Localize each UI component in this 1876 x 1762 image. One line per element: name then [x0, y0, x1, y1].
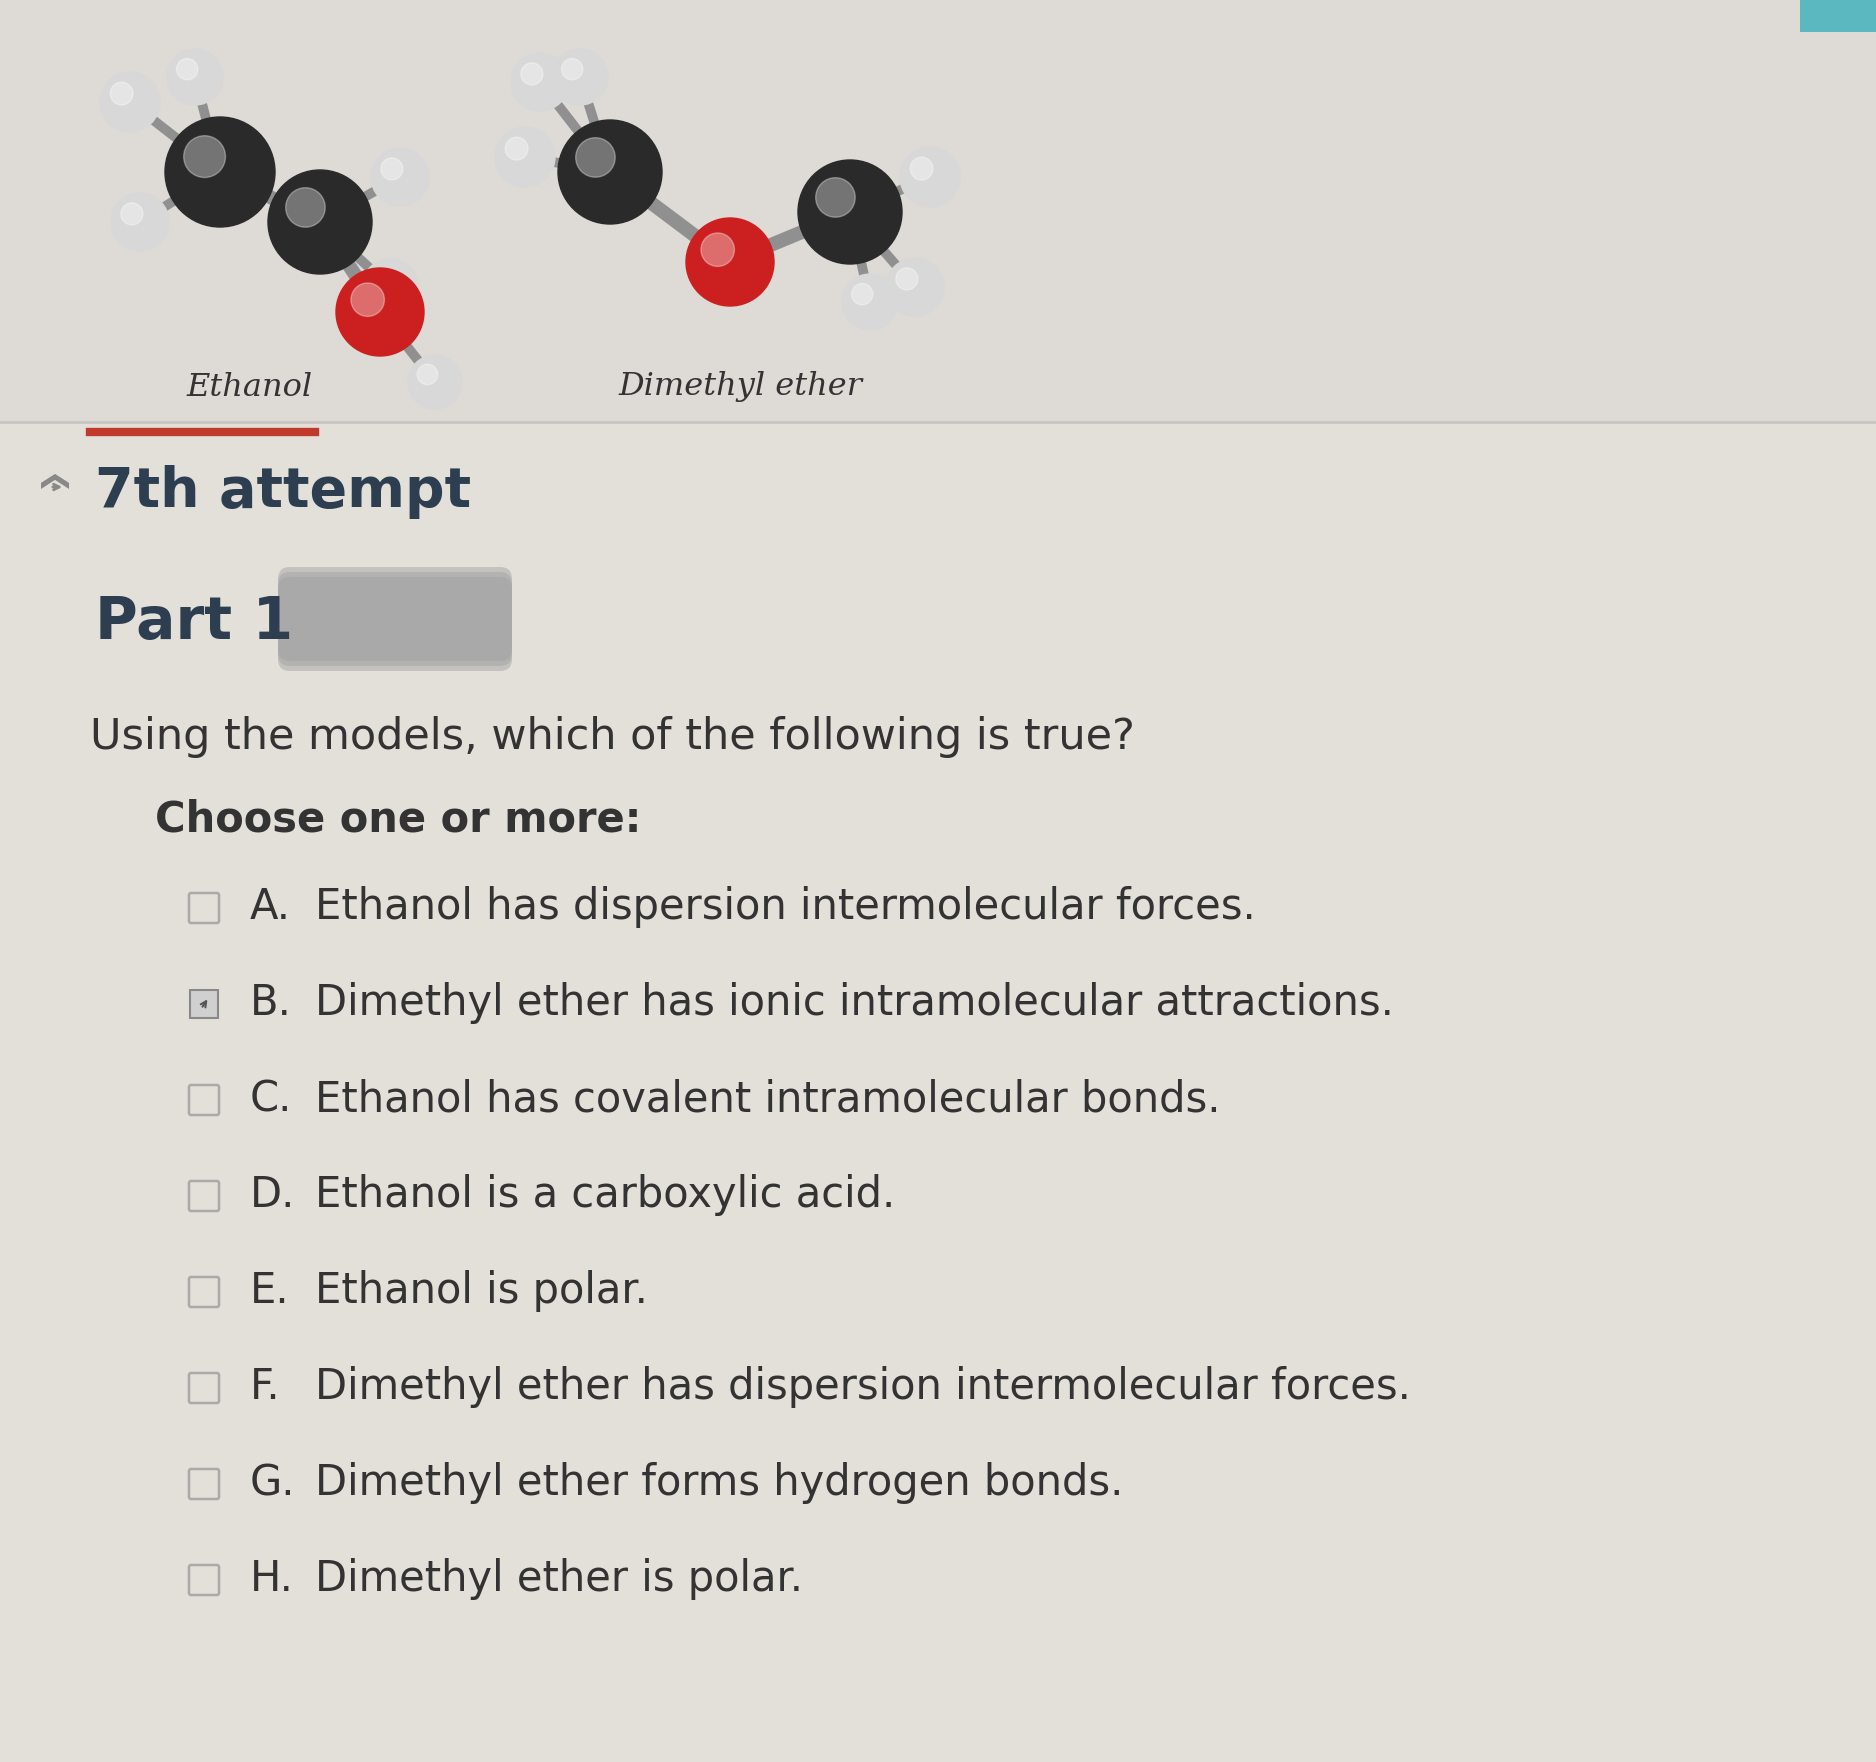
- Circle shape: [510, 53, 568, 111]
- Text: Dimethyl ether forms hydrogen bonds.: Dimethyl ether forms hydrogen bonds.: [315, 1462, 1124, 1505]
- FancyBboxPatch shape: [0, 423, 1876, 1762]
- Circle shape: [897, 268, 917, 291]
- Circle shape: [362, 259, 418, 315]
- FancyBboxPatch shape: [189, 990, 218, 1018]
- Circle shape: [900, 146, 961, 206]
- Circle shape: [702, 233, 734, 266]
- Circle shape: [797, 160, 902, 264]
- FancyBboxPatch shape: [278, 567, 512, 661]
- Text: Ethanol has covalent intramolecular bonds.: Ethanol has covalent intramolecular bond…: [315, 1078, 1221, 1121]
- Text: Dimethyl ether has ionic intramolecular attractions.: Dimethyl ether has ionic intramolecular …: [315, 981, 1394, 1024]
- Circle shape: [167, 49, 223, 106]
- Text: F.: F.: [250, 1366, 281, 1408]
- Text: Choose one or more:: Choose one or more:: [156, 798, 642, 840]
- Text: Dimethyl ether is polar.: Dimethyl ether is polar.: [315, 1558, 803, 1600]
- FancyBboxPatch shape: [278, 573, 512, 666]
- Text: Ethanol is a carboxylic acid.: Ethanol is a carboxylic acid.: [315, 1173, 895, 1216]
- Text: G.: G.: [250, 1462, 296, 1505]
- Text: Dimethyl ether: Dimethyl ether: [617, 372, 861, 402]
- Circle shape: [371, 268, 392, 289]
- Circle shape: [416, 365, 437, 384]
- FancyBboxPatch shape: [0, 0, 1876, 423]
- Circle shape: [407, 354, 461, 409]
- Text: Part 1: Part 1: [96, 594, 293, 650]
- Text: D.: D.: [250, 1173, 295, 1216]
- Circle shape: [268, 169, 371, 275]
- Circle shape: [184, 136, 225, 178]
- Circle shape: [495, 127, 555, 187]
- Circle shape: [842, 275, 899, 329]
- Circle shape: [111, 83, 133, 106]
- Text: A.: A.: [250, 886, 291, 929]
- Circle shape: [336, 268, 424, 356]
- Text: ❮: ❮: [36, 472, 64, 495]
- FancyBboxPatch shape: [1799, 0, 1876, 32]
- Text: 7th attempt: 7th attempt: [96, 465, 471, 520]
- Circle shape: [99, 72, 159, 132]
- Text: H.: H.: [250, 1558, 295, 1600]
- Circle shape: [552, 49, 608, 106]
- Circle shape: [351, 284, 385, 317]
- Text: Using the models, which of the following is true?: Using the models, which of the following…: [90, 715, 1135, 758]
- Circle shape: [522, 63, 542, 85]
- Circle shape: [165, 116, 276, 227]
- FancyBboxPatch shape: [278, 576, 512, 671]
- Circle shape: [885, 257, 944, 315]
- Circle shape: [285, 189, 325, 227]
- Text: Dimethyl ether has dispersion intermolecular forces.: Dimethyl ether has dispersion intermolec…: [315, 1366, 1411, 1408]
- Text: Ethanol: Ethanol: [188, 372, 313, 402]
- Circle shape: [111, 194, 169, 250]
- Circle shape: [576, 137, 615, 178]
- Text: Ethanol is polar.: Ethanol is polar.: [315, 1270, 647, 1313]
- Circle shape: [561, 58, 583, 79]
- Circle shape: [816, 178, 855, 217]
- Text: B.: B.: [250, 981, 293, 1024]
- Circle shape: [687, 218, 775, 307]
- Circle shape: [505, 137, 527, 160]
- Circle shape: [176, 58, 197, 79]
- Circle shape: [120, 203, 143, 226]
- Circle shape: [852, 284, 872, 305]
- Text: Ethanol has dispersion intermolecular forces.: Ethanol has dispersion intermolecular fo…: [315, 886, 1255, 929]
- Circle shape: [557, 120, 662, 224]
- Text: E.: E.: [250, 1270, 289, 1313]
- Circle shape: [371, 148, 430, 206]
- Circle shape: [910, 157, 932, 180]
- Circle shape: [381, 159, 403, 180]
- Text: C.: C.: [250, 1078, 293, 1121]
